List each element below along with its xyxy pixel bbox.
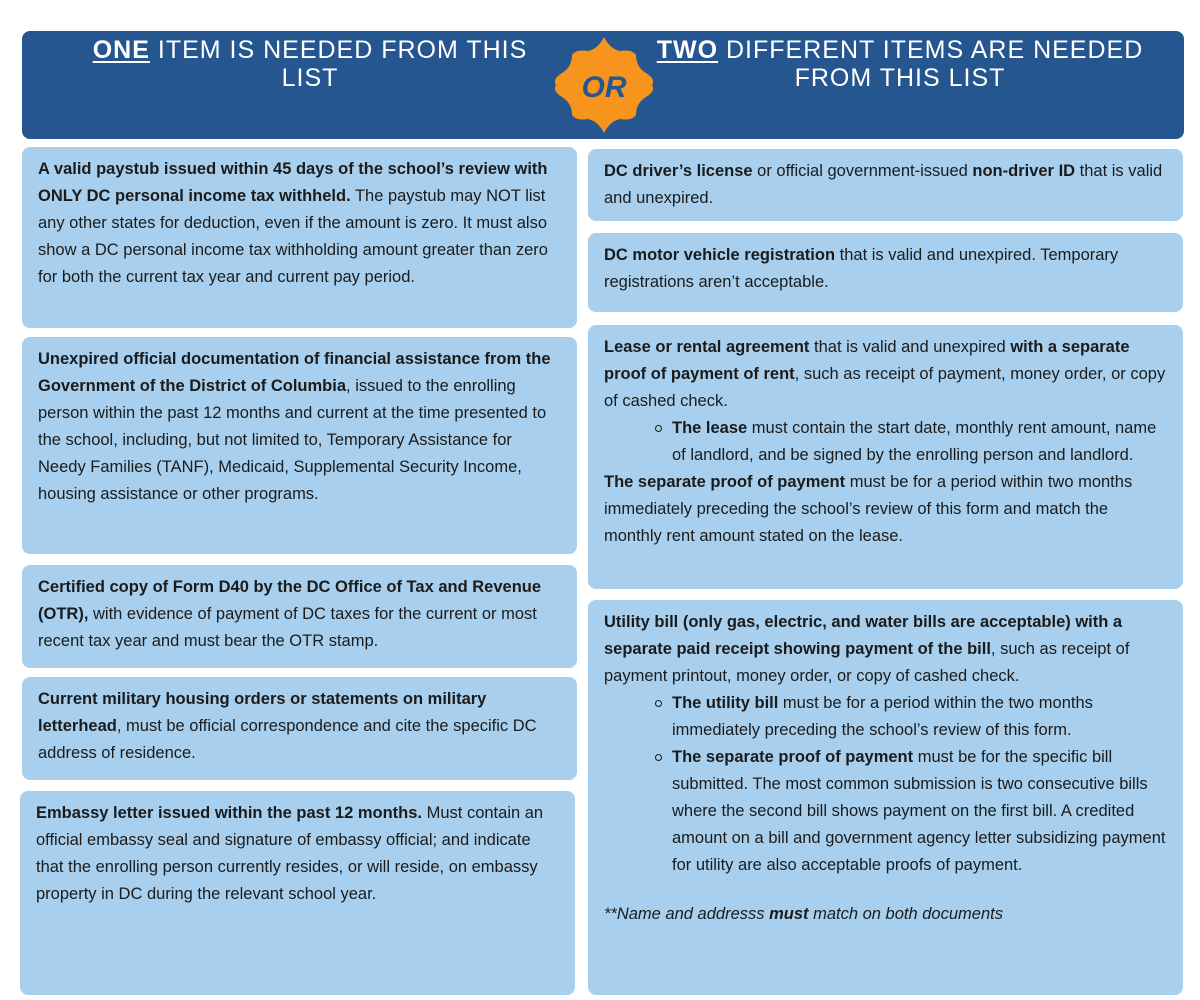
paragraph: DC driver’s license or official governme…: [604, 158, 1167, 212]
bold-text: The utility bill: [672, 694, 779, 712]
paragraph: DC motor vehicle registration that is va…: [604, 242, 1167, 296]
bold-text: must: [769, 905, 809, 923]
bold-text: DC driver’s license: [604, 162, 753, 180]
doc-option-military-housing: Current military housing orders or state…: [22, 677, 577, 780]
doc-option-utility-bill: Utility bill (only gas, electric, and wa…: [588, 600, 1183, 995]
bold-text: Current military housing orders or state…: [38, 690, 487, 735]
heading-text: DIFFERENT ITEMS ARE NEEDED FROM THIS LIS…: [718, 36, 1144, 92]
text: must be for a period within the two mont…: [672, 694, 1093, 739]
right-column-heading: TWO DIFFERENT ITEMS ARE NEEDED FROM THIS…: [650, 36, 1150, 92]
text: , such as receipt of payment printout, m…: [604, 640, 1130, 685]
bold-text: Unexpired official documentation of fina…: [38, 350, 551, 395]
text: or official government-issued: [752, 162, 973, 180]
paragraph: Current military housing orders or state…: [38, 686, 561, 767]
heading-text: ITEM IS NEEDED FROM THIS LIST: [149, 36, 528, 92]
or-badge: OR: [554, 37, 654, 133]
text: The paystub may NOT list any other state…: [38, 187, 548, 286]
text: must be for a period within two months i…: [604, 473, 1133, 545]
heading-emphasis: ONE: [92, 36, 150, 64]
bold-text: The separate proof of payment: [604, 473, 846, 491]
bold-text: Embassy letter issued within the past 12…: [36, 804, 423, 822]
text: , issued to the enrolling person within …: [38, 377, 547, 503]
list-item: The utility bill must be for a period wi…: [655, 690, 1167, 744]
paragraph: The separate proof of payment must be fo…: [604, 469, 1167, 550]
paragraph: Unexpired official documentation of fina…: [38, 346, 561, 508]
text: Must contain an official embassy seal an…: [36, 804, 544, 903]
paragraph: Embassy letter issued within the past 12…: [36, 800, 559, 908]
text: **Name and addresss: [604, 905, 770, 923]
list-item: The separate proof of payment must be fo…: [655, 744, 1167, 879]
bold-text: DC motor vehicle registration: [604, 246, 836, 264]
text: that is valid and unexpired.: [604, 162, 1163, 207]
doc-option-financial-assistance: Unexpired official documentation of fina…: [22, 337, 577, 554]
bold-text: Utility bill (only gas, electric, and wa…: [604, 613, 1123, 658]
text: must be for the specific bill submitted.…: [672, 748, 1166, 874]
doc-option-form-d40: Certified copy of Form D40 by the DC Off…: [22, 565, 577, 668]
left-column-heading: ONE ITEM IS NEEDED FROM THIS LIST: [70, 36, 550, 92]
sub-list: The lease must contain the start date, m…: [604, 415, 1167, 469]
bold-text: The lease: [672, 419, 748, 437]
doc-option-vehicle-registration: DC motor vehicle registration that is va…: [588, 233, 1183, 312]
text: that is valid and unexpired: [809, 338, 1011, 356]
paragraph: Lease or rental agreement that is valid …: [604, 334, 1167, 415]
doc-option-drivers-license: DC driver’s license or official governme…: [588, 149, 1183, 221]
doc-option-lease-agreement: Lease or rental agreement that is valid …: [588, 325, 1183, 589]
bold-text: A valid paystub issued within 45 days of…: [38, 160, 548, 205]
paragraph: A valid paystub issued within 45 days of…: [38, 156, 561, 291]
bold-text: with a separate proof of payment of rent: [604, 338, 1130, 383]
text: with evidence of payment of DC taxes for…: [38, 605, 537, 650]
match-note: **Name and addresss must match on both d…: [604, 901, 1167, 928]
doc-option-paystub: A valid paystub issued within 45 days of…: [22, 147, 577, 328]
doc-option-embassy-letter: Embassy letter issued within the past 12…: [20, 791, 575, 995]
text: match on both documents: [808, 905, 1003, 923]
bold-text: The separate proof of payment: [672, 748, 914, 766]
text: must contain the start date, monthly ren…: [672, 419, 1157, 464]
list-item: The lease must contain the start date, m…: [655, 415, 1167, 469]
bold-text: Certified copy of Form D40 by the DC Off…: [38, 578, 542, 623]
text: , such as receipt of payment, money orde…: [604, 365, 1166, 410]
text: that is valid and unexpired. Temporary r…: [604, 246, 1119, 291]
bold-text: Lease or rental agreement: [604, 338, 810, 356]
text: , must be official correspondence and ci…: [38, 717, 537, 762]
sub-list: The utility bill must be for a period wi…: [604, 690, 1167, 879]
or-text: OR: [582, 71, 627, 104]
bold-text: non-driver ID: [972, 162, 1076, 180]
heading-emphasis: TWO: [656, 36, 719, 64]
paragraph: Certified copy of Form D40 by the DC Off…: [38, 574, 561, 655]
paragraph: Utility bill (only gas, electric, and wa…: [604, 609, 1167, 690]
